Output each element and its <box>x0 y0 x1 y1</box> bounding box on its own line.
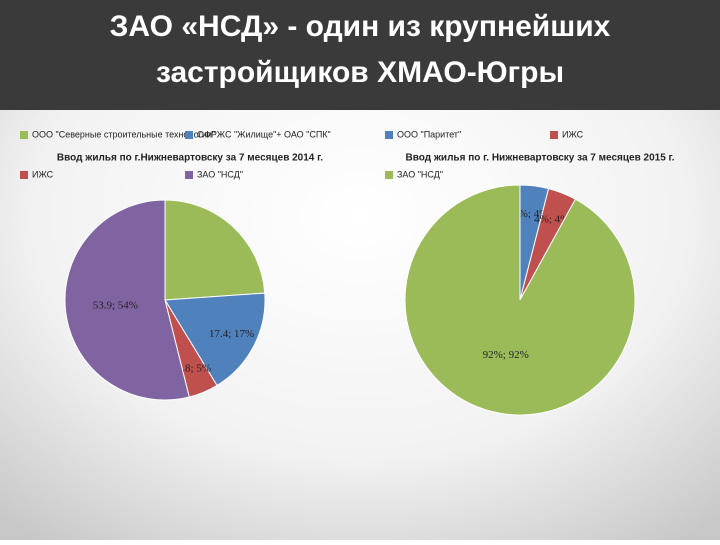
legend-swatch <box>385 131 393 139</box>
pie-slice <box>164 199 266 301</box>
legend-label: ЗАО "НСД" <box>197 169 243 179</box>
legend-label: ОФРЖС "Жилище"+ ОАО "СПК" <box>197 129 331 139</box>
slide-title: ЗАО «НСД» - один из крупнейших застройщик… <box>110 10 611 89</box>
legend-swatch <box>20 131 28 139</box>
pie-slice <box>404 184 636 416</box>
legend-label: ООО "Северные строительные технологии" <box>32 129 215 139</box>
data-label: 4%; 4% <box>513 208 548 220</box>
legend-swatch <box>385 171 393 179</box>
pie-slice <box>64 199 190 401</box>
legend-swatch <box>550 131 558 139</box>
legend-label: ООО "Паритет" <box>397 129 461 139</box>
data-label: 17.4; 17% <box>209 328 254 340</box>
data-label: 4%; 4% <box>534 213 569 225</box>
legend-label: ИЖС <box>32 169 54 179</box>
legend-swatch <box>185 131 193 139</box>
chart-title: Ввод жилья по г.Нижневартовску за 7 меся… <box>57 153 323 164</box>
chart-title: Ввод жилья по г. Нижневартовску за 7 мес… <box>406 153 675 164</box>
data-label: 4.8; 5% <box>177 363 211 375</box>
data-label: 92%; 92% <box>483 349 529 361</box>
pie-slice <box>164 292 266 387</box>
legend-swatch <box>20 171 28 179</box>
data-label: 53.9; 54% <box>93 300 138 312</box>
legend-swatch <box>185 171 193 179</box>
legend-label: ИЖС <box>562 129 584 139</box>
title-band <box>0 0 720 110</box>
legend-label: ЗАО "НСД" <box>397 169 443 179</box>
